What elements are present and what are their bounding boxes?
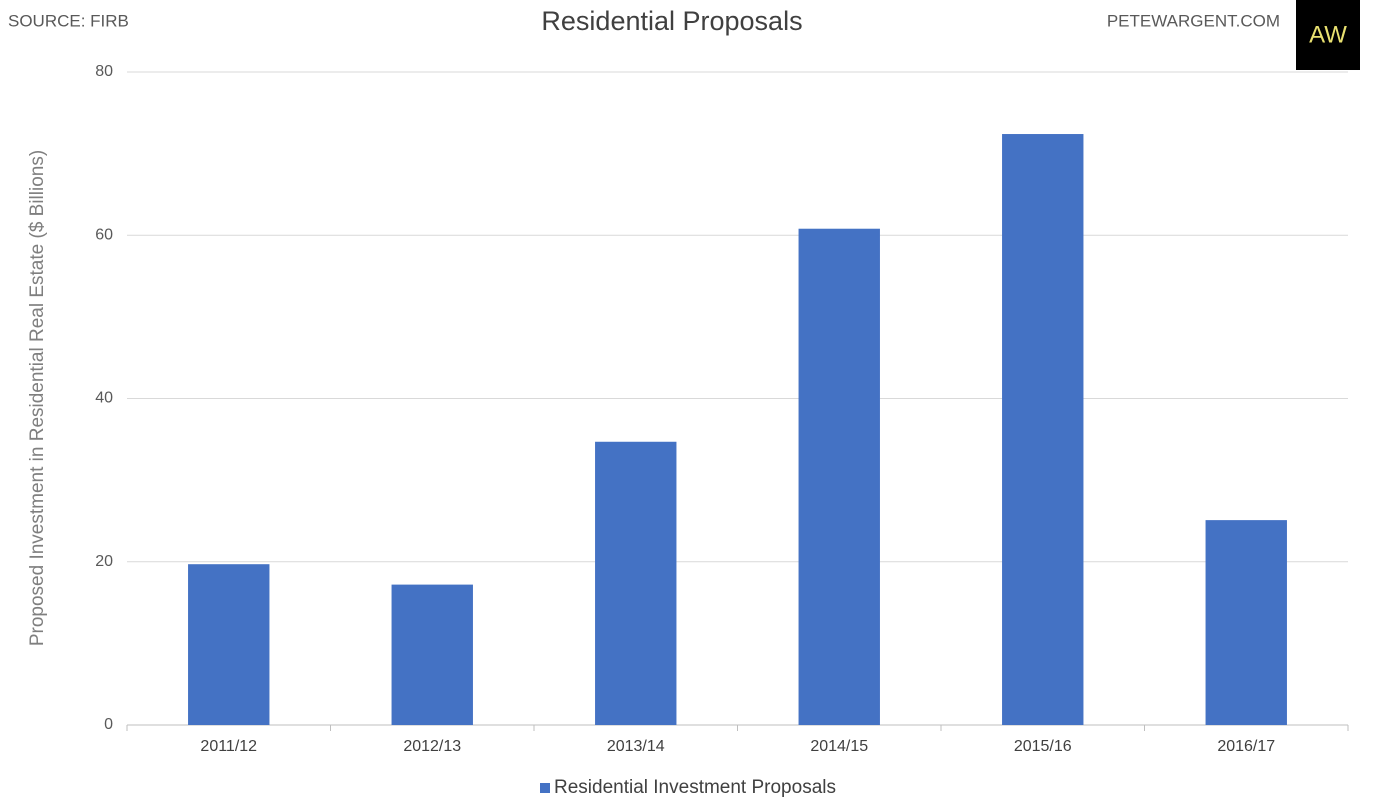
bar: [1205, 520, 1287, 725]
y-tick-label: 40: [95, 390, 113, 407]
chart-title: Residential Proposals: [541, 6, 802, 36]
source-note: SOURCE: FIRB: [8, 11, 129, 30]
x-tick-label: 2013/14: [607, 738, 665, 755]
legend-swatch: [540, 783, 550, 793]
bar: [391, 584, 473, 725]
x-tick-label: 2016/17: [1217, 738, 1275, 755]
legend-label: Residential Investment Proposals: [554, 777, 836, 798]
y-tick-label: 20: [95, 553, 113, 570]
x-tick-label: 2012/13: [403, 738, 461, 755]
site-name: PETEWARGENT.COM: [1107, 11, 1280, 30]
bar: [188, 564, 270, 725]
logo-box: [1296, 0, 1360, 70]
y-tick-label: 0: [104, 716, 113, 733]
y-axis-label: Proposed Investment in Residential Real …: [27, 150, 48, 646]
logo-text: AW: [1309, 21, 1347, 48]
y-tick-label: 80: [95, 63, 113, 80]
x-tick-label: 2011/12: [200, 738, 257, 755]
x-tick-label: 2015/16: [1014, 738, 1072, 755]
x-tick-label: 2014/15: [810, 738, 868, 755]
bar: [798, 228, 880, 725]
bar: [1002, 134, 1084, 725]
y-tick-label: 60: [95, 226, 113, 243]
bar: [595, 441, 677, 725]
